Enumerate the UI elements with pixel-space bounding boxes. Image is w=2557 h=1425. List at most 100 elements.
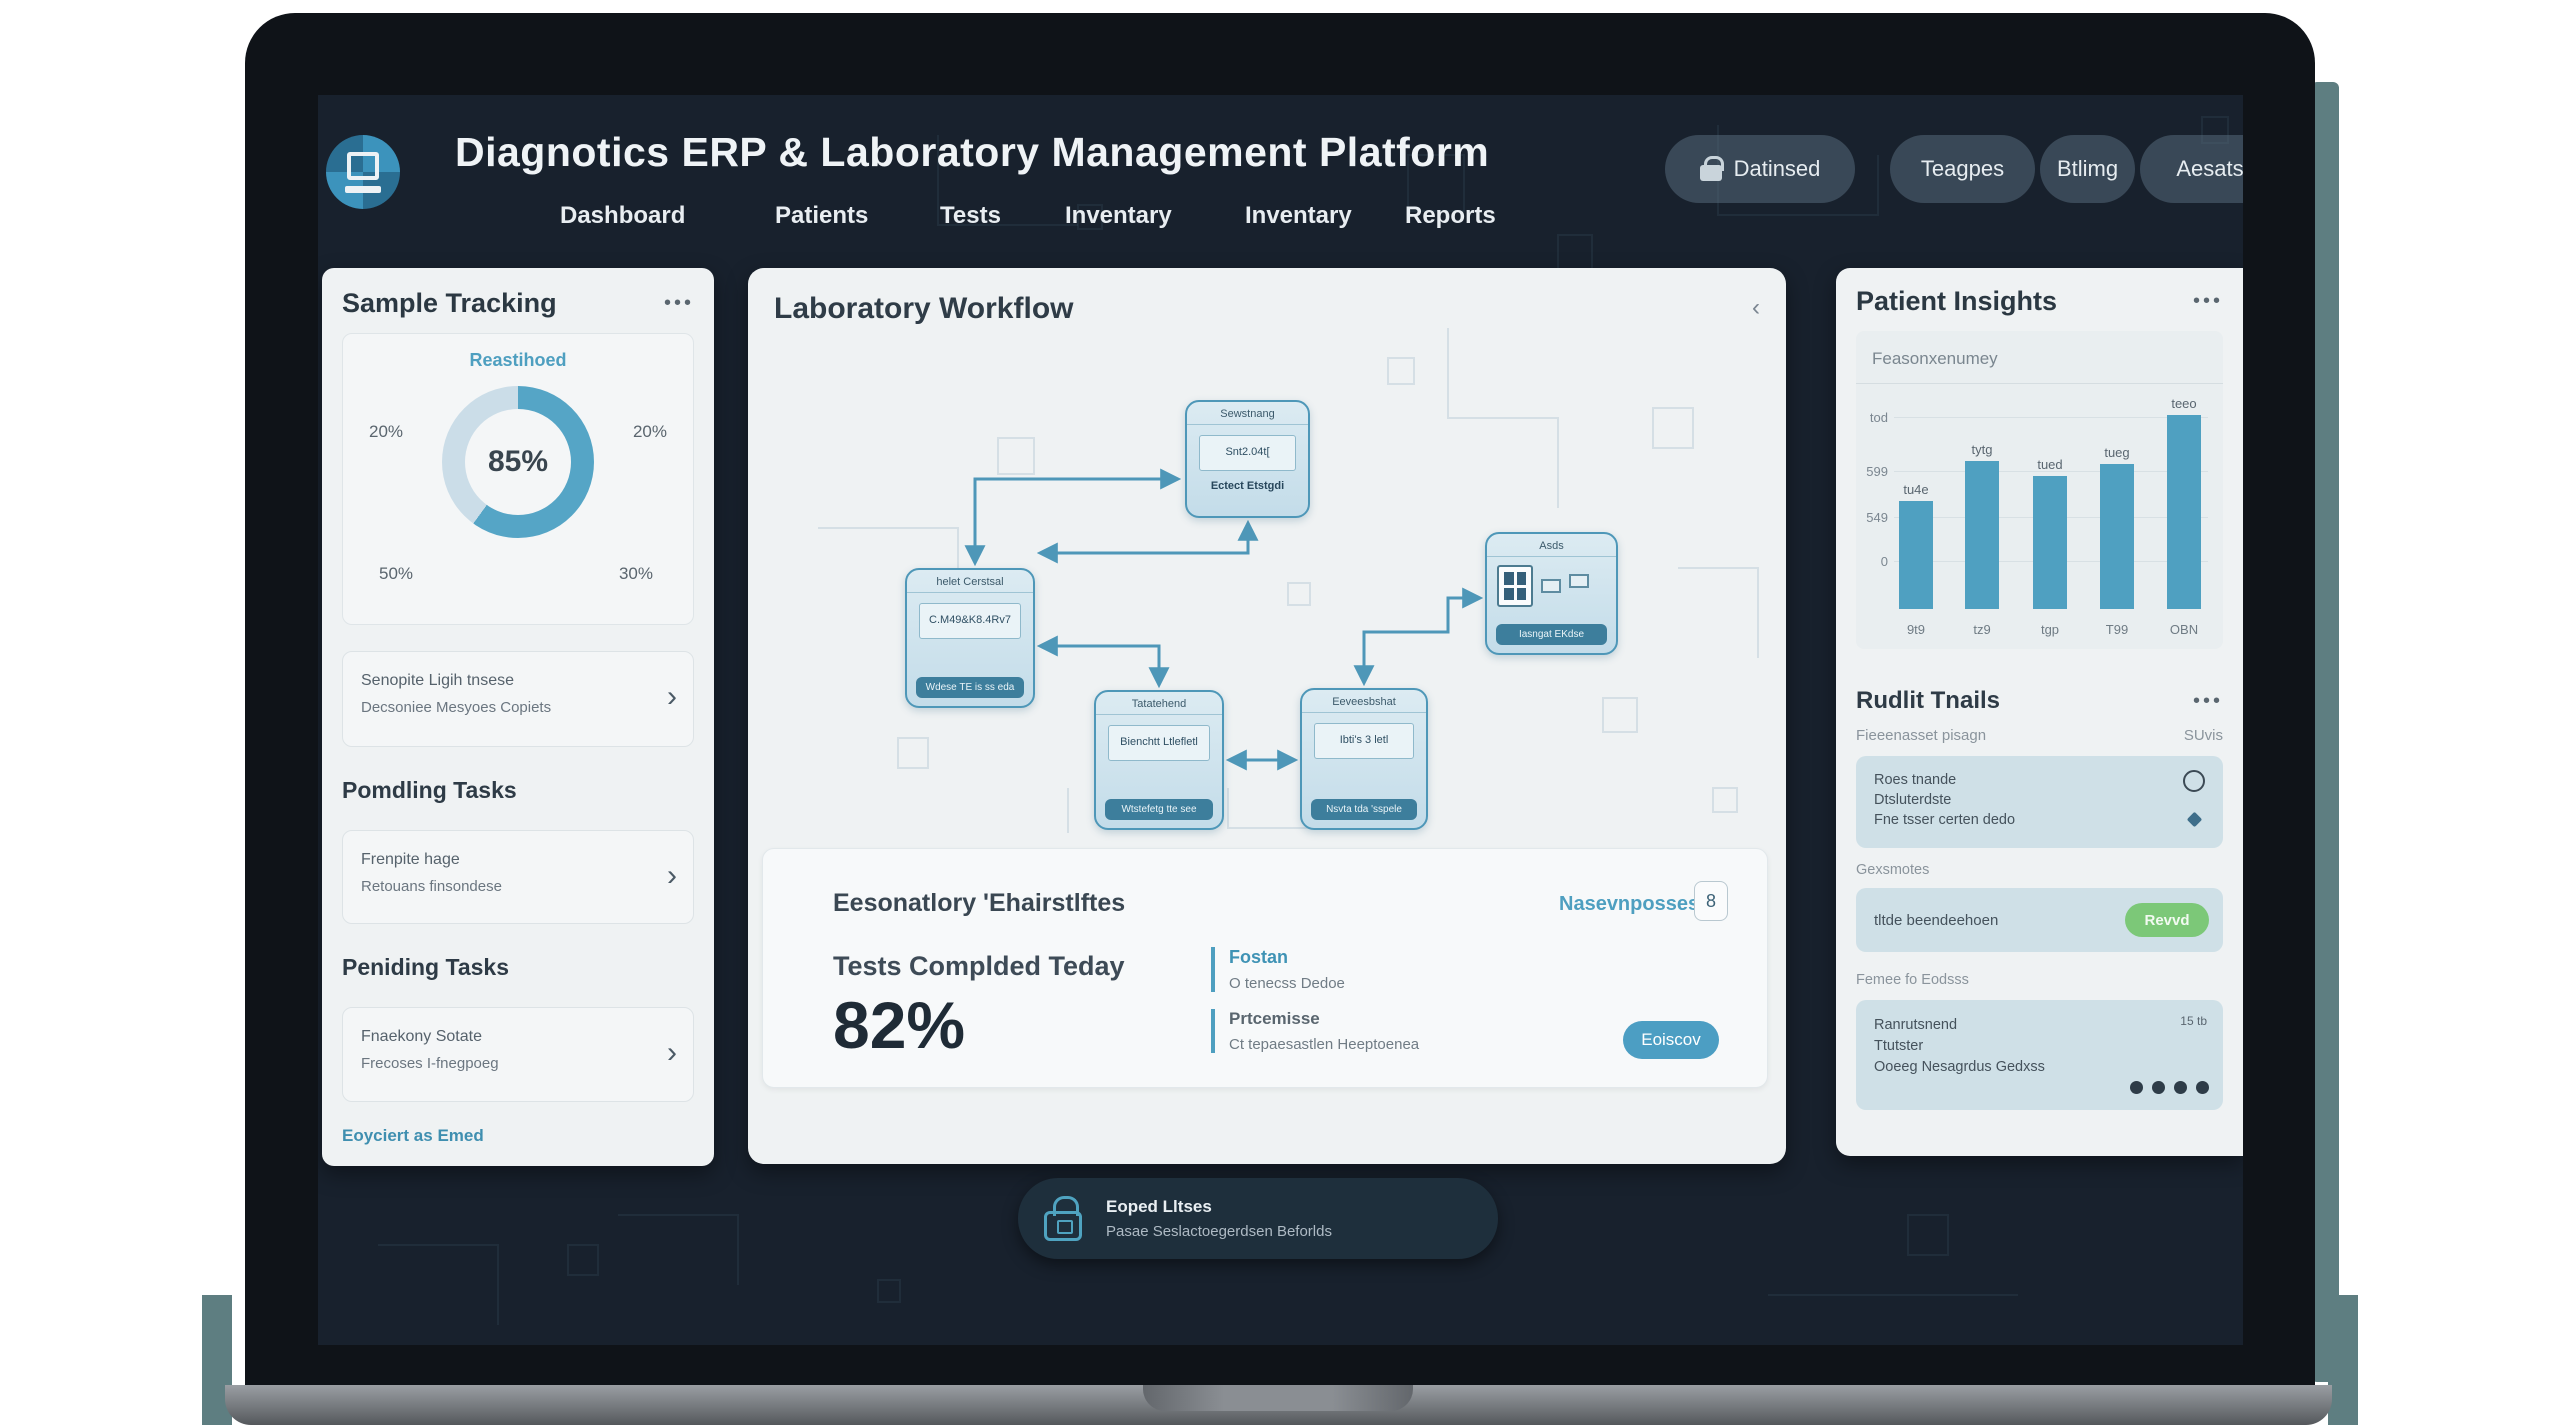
bar-value-label: tu4e: [1903, 482, 1929, 497]
section-heading-pending-2: Peniding Tasks: [342, 954, 510, 980]
stat-item-desc: O tenecss Dedoe: [1229, 975, 1345, 992]
lock-icon: [1044, 1195, 1082, 1241]
action-button-1[interactable]: Datinsed: [1665, 135, 1855, 203]
action-button-3[interactable]: Btlimg: [2040, 135, 2135, 203]
audit-row-value: SUvis: [2183, 727, 2223, 744]
audit-sub-label-2: Femee fo Eodsss: [1856, 972, 1969, 988]
workflow-node-5[interactable]: Asds Iasngat EKdse: [1485, 532, 1618, 655]
bar-group-5: teeo: [2167, 396, 2201, 609]
node-title: Tatatehend: [1096, 692, 1222, 715]
pagination-dots: [2130, 1081, 2209, 1094]
user-lock-icon: [1699, 156, 1724, 181]
node-title: Eeveesbshat: [1302, 690, 1426, 713]
bar: [1899, 501, 1933, 609]
nav-item-dashboard[interactable]: Dashboard: [560, 202, 686, 229]
security-notification-toast: Eoped Lltses Pasae Seslactoegerdsen Befo…: [1018, 1178, 1498, 1259]
audit-line: Fne tsser certen dedo: [1874, 812, 2016, 828]
audit-line: Dtsluterdste: [1874, 792, 1952, 808]
nav-item-patients[interactable]: Patients: [775, 202, 869, 229]
node-body: Ibti's 3 letl: [1314, 723, 1414, 759]
chip-icon: [1541, 579, 1561, 593]
y-axis-tick: 599: [1866, 464, 1888, 479]
chevron-right-icon[interactable]: ›: [667, 680, 677, 713]
ellipsis-menu-icon[interactable]: •••: [2192, 689, 2223, 712]
laboratory-statistics-card: Eesonatlory 'Ehairstlftes Nasevnposses 8…: [762, 848, 1768, 1088]
workflow-node-4[interactable]: Eeveesbshat Ibti's 3 letl Nsvta tda 'ssp…: [1300, 688, 1428, 830]
approve-button[interactable]: Revvd: [2125, 903, 2209, 937]
chart-title: Feasonxenumey: [1872, 349, 1998, 368]
node-status-bar: Nsvta tda 'sspele: [1311, 799, 1417, 820]
list-item-line1: Senopite Ligih tnsese: [361, 672, 514, 689]
nav-item-reports[interactable]: Reports: [1405, 202, 1496, 229]
donut-label-br: 30%: [618, 564, 653, 583]
nav-item-tests[interactable]: Tests: [940, 202, 1001, 229]
audit-card-2[interactable]: tltde beendeehoen Revvd: [1856, 888, 2223, 952]
chip-icon: [1569, 574, 1589, 588]
node-status-bar: Wtstefetg tte see: [1105, 799, 1213, 820]
workflow-title: Laboratory Workflow: [774, 292, 1074, 325]
workflow-node-2[interactable]: helet Cerstsal C.M49&K8.4Rv7 Wdese TE is…: [905, 568, 1035, 708]
panel-footer-link[interactable]: Eoyciert as Emed: [342, 1126, 484, 1145]
sample-tracking-panel: Sample Tracking ••• Reastihoed 85% 20% 2…: [322, 268, 714, 1166]
diamond-icon: [2186, 811, 2203, 828]
collapse-icon[interactable]: ‹: [1752, 294, 1760, 321]
audit-card-value: 15 tb: [2180, 1014, 2207, 1028]
node-title: Asds: [1487, 534, 1616, 557]
laptop-notch: [1143, 1385, 1413, 1411]
app-screen: Diagnotics ERP & Laboratory Management P…: [318, 95, 2243, 1345]
list-item-line1: Frenpite hage: [361, 851, 460, 868]
sample-list-item-1[interactable]: Senopite Ligih tnsese Decsoniee Mesyoes …: [342, 651, 694, 747]
node-body: Snt2.04t[: [1199, 435, 1296, 471]
y-axis-tick: 0: [1880, 554, 1888, 569]
action-button-2[interactable]: Teagpes: [1890, 135, 2035, 203]
task-list-item-1[interactable]: Frenpite hage Retouans finsondese ›: [342, 830, 694, 924]
patient-insights-panel: Patient Insights ••• Feasonxenumey tod 5…: [1836, 268, 2243, 1156]
ellipsis-menu-icon[interactable]: •••: [663, 292, 694, 314]
list-item-line2: Frecoses I-fnegpoeg: [361, 1055, 499, 1072]
statistics-action-button[interactable]: Eoiscov: [1623, 1021, 1719, 1059]
audit-trails-title: Rudlit Tnails: [1856, 687, 2000, 714]
audit-card-text: tltde beendeehoen: [1874, 911, 1999, 929]
ellipsis-menu-icon[interactable]: •••: [2192, 290, 2223, 312]
task-list-item-2[interactable]: Fnaekony Sotate Frecoses I-fnegpoeg ›: [342, 1007, 694, 1102]
stat-item-desc: Ct tepaesastlen Heeptoenea: [1229, 1036, 1420, 1053]
audit-line: Roes tnande: [1874, 772, 1957, 788]
bar-group-2: tytg: [1965, 442, 1999, 609]
sample-tracking-title: Sample Tracking: [342, 288, 557, 318]
chevron-right-icon[interactable]: ›: [667, 859, 677, 892]
nav-item-inventory-2[interactable]: Inventary: [1245, 202, 1352, 229]
metric-label: Tests Complded Teday: [833, 951, 1125, 981]
audit-sub-label-1: Gexsmotes: [1856, 862, 1930, 878]
chevron-right-icon[interactable]: ›: [667, 1036, 677, 1069]
radio-circle-icon[interactable]: [2183, 770, 2205, 792]
workflow-node-1[interactable]: Sewstnang Snt2.04t[ Ectect Etstgdi: [1185, 400, 1310, 518]
metric-value: 82%: [833, 988, 966, 1062]
app-logo: [326, 135, 400, 209]
bar: [2167, 415, 2201, 609]
audit-line: Ttutster: [1874, 1038, 1924, 1054]
audit-card-3[interactable]: Ranrutsnend Ttutster Ooeeg Nesagrdus Ged…: [1856, 1000, 2223, 1110]
workflow-node-3[interactable]: Tatatehend Bienchtt Ltlefletl Wtstefetg …: [1094, 690, 1224, 830]
x-axis-label: OBN: [2169, 622, 2199, 637]
node-status-bar: Wdese TE is ss eda: [916, 677, 1024, 698]
node-title: Sewstnang: [1187, 402, 1308, 425]
count-badge[interactable]: 8: [1694, 881, 1728, 921]
stat-item-1: Fostan O tenecss Dedoe: [1211, 947, 1345, 992]
workflow-connectors: [964, 468, 1484, 771]
statistics-link[interactable]: Nasevnposses: [1559, 893, 1700, 915]
stat-item-label: Prtcemisse: [1229, 1009, 1320, 1028]
action-button-4[interactable]: Aesats: [2140, 135, 2243, 203]
x-axis-label: tgp: [2040, 622, 2060, 637]
x-axis-label: 9t9: [1906, 622, 1926, 637]
audit-card-1[interactable]: Roes tnande Dtsluterdste Fne tsser certe…: [1856, 756, 2223, 848]
nav-item-inventory[interactable]: Inventary: [1065, 202, 1172, 229]
list-item-line2: Decsoniee Mesyoes Copiets: [361, 699, 552, 716]
statistics-title: Eesonatlory 'Ehairstlftes: [833, 889, 1126, 917]
gridline: [1894, 471, 2208, 472]
action-button-label: Aesats: [2176, 156, 2243, 181]
node-body: [1497, 565, 1606, 607]
audit-line: Ranrutsnend: [1874, 1017, 1958, 1033]
bar: [1965, 461, 1999, 609]
qr-code-icon: [1497, 565, 1533, 607]
